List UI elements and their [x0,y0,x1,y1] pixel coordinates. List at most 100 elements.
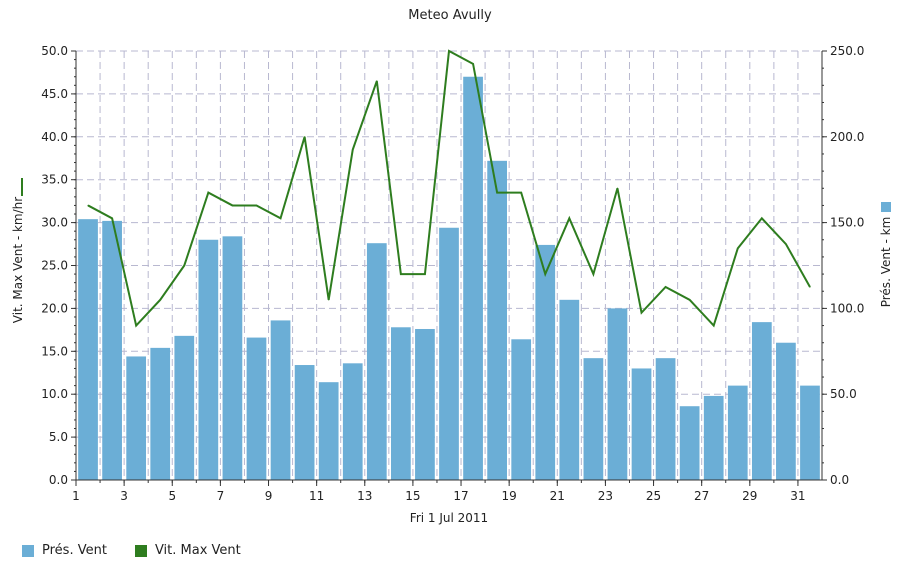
point-vit-max-vent [496,191,498,194]
tick-label-x: 19 [502,489,517,503]
bar-pres-vent [126,356,147,480]
tick-label-left: 30.0 [41,216,68,230]
bar-pres-vent [727,385,748,480]
point-vit-max-vent [737,247,739,249]
tick-label-left: 45.0 [41,87,68,101]
point-vit-max-vent [568,217,570,219]
legend-label-bar: Prés. Vent [42,543,107,558]
bar-pres-vent [776,342,796,480]
grid [76,50,822,480]
bar-pres-vent [679,406,700,480]
tick-label-right: 250.0 [830,44,864,58]
tick-label-left: 25.0 [41,259,68,273]
legend-swatch-bar [22,544,34,557]
bar-pres-vent [318,382,339,480]
tick-label-right: 100.0 [830,301,864,315]
bar-pres-vent [703,395,724,480]
point-vit-max-vent [809,286,811,288]
bar-series [78,76,820,481]
tick-label-x: 7 [217,489,225,503]
point-vit-max-vent [328,299,330,301]
tick-label-right: 0.0 [830,473,849,487]
point-vit-max-vent [448,50,450,52]
chart-title: Meteo Avully [408,8,492,23]
y-axis-label-left: Vit. Max Vent - km/hr [11,197,25,323]
tick-label-x: 13 [357,489,372,503]
right-axis-legend: Prés. Vent - km [879,202,893,307]
point-vit-max-vent [231,204,234,207]
tick-label-left: 35.0 [41,173,68,187]
bar-pres-vent [607,308,628,480]
bar-pres-vent [198,239,219,480]
point-vit-max-vent [689,299,691,301]
right-axis-marker-square [881,202,891,212]
point-vit-max-vent [640,312,643,314]
line-series [87,49,811,328]
bar-pres-vent [535,244,556,480]
bar-pres-vent [800,385,820,480]
point-vit-max-vent [544,273,546,275]
bar-pres-vent [78,219,98,480]
bar-pres-vent [751,322,772,480]
right-axis-ticks: 0.0 50.0 100.0 150.0 200.0 250.0 [822,44,864,487]
tick-label-right: 150.0 [830,216,864,230]
bar-pres-vent [631,368,652,480]
tick-label-x: 25 [646,489,661,503]
point-vit-max-vent [785,243,787,245]
tick-label-right: 50.0 [830,387,857,401]
point-vit-max-vent [352,149,354,151]
y-axis-label-right: Prés. Vent - km [879,217,893,308]
tick-label-left: 10.0 [41,387,68,401]
point-vit-max-vent [255,204,258,207]
point-vit-max-vent [87,204,89,207]
point-vit-max-vent [520,191,522,194]
point-vit-max-vent [400,273,402,275]
bar-pres-vent [583,358,604,480]
left-axis-ticks: 0.0 5.0 10.0 15.0 20.0 25.0 30.0 35.0 40.0 45.0 50… [41,44,76,487]
bar-pres-vent [222,236,243,480]
tick-label-left: 15.0 [41,344,68,358]
bar-pres-vent [439,227,459,480]
tick-label-x: 11 [309,489,324,503]
tick-label-x: 17 [453,489,468,503]
point-vit-max-vent [135,324,137,327]
tick-label-x: 15 [405,489,420,503]
tick-label-x: 23 [598,489,613,503]
legend-item-bar: Prés. Vent [22,543,107,558]
tick-label-x: 9 [265,489,273,503]
legend-item-line: Vit. Max Vent [134,543,241,558]
tick-label-left: 40.0 [41,130,68,144]
tick-label-x: 1 [72,489,80,503]
tick-label-left: 5.0 [49,430,68,444]
bar-pres-vent [487,160,507,480]
tick-label-x: 29 [742,489,757,503]
bar-pres-vent [102,220,122,480]
bar-pres-vent [559,299,580,480]
point-vit-max-vent [111,217,113,219]
point-vit-max-vent [207,191,209,194]
point-vit-max-vent [183,264,185,267]
bar-pres-vent [294,365,315,480]
point-vit-max-vent [424,273,426,275]
bar-pres-vent [246,337,267,480]
tick-label-x: 27 [694,489,709,503]
point-vit-max-vent [592,273,594,275]
bar-pres-vent [415,328,435,480]
left-axis-legend: Vit. Max Vent - km/hr [11,178,25,323]
tick-label-right: 200.0 [830,130,864,144]
point-vit-max-vent [616,187,619,189]
x-axis-label: Fri 1 Jul 2011 [410,511,488,525]
point-vit-max-vent [159,299,161,301]
point-vit-max-vent [664,286,667,288]
point-vit-max-vent [472,63,474,65]
tick-label-x: 5 [168,489,176,503]
point-vit-max-vent [304,136,306,138]
bar-pres-vent [150,347,171,480]
point-vit-max-vent [279,217,282,219]
x-axis-ticks: 1 3 5 7 9 11 13 15 17 19 21 23 25 27 29 31 [72,480,806,503]
bar-pres-vent [366,243,387,480]
tick-label-left: 20.0 [41,301,68,315]
point-vit-max-vent [761,217,763,219]
tick-label-x: 31 [790,489,805,503]
tick-label-x: 21 [550,489,565,503]
